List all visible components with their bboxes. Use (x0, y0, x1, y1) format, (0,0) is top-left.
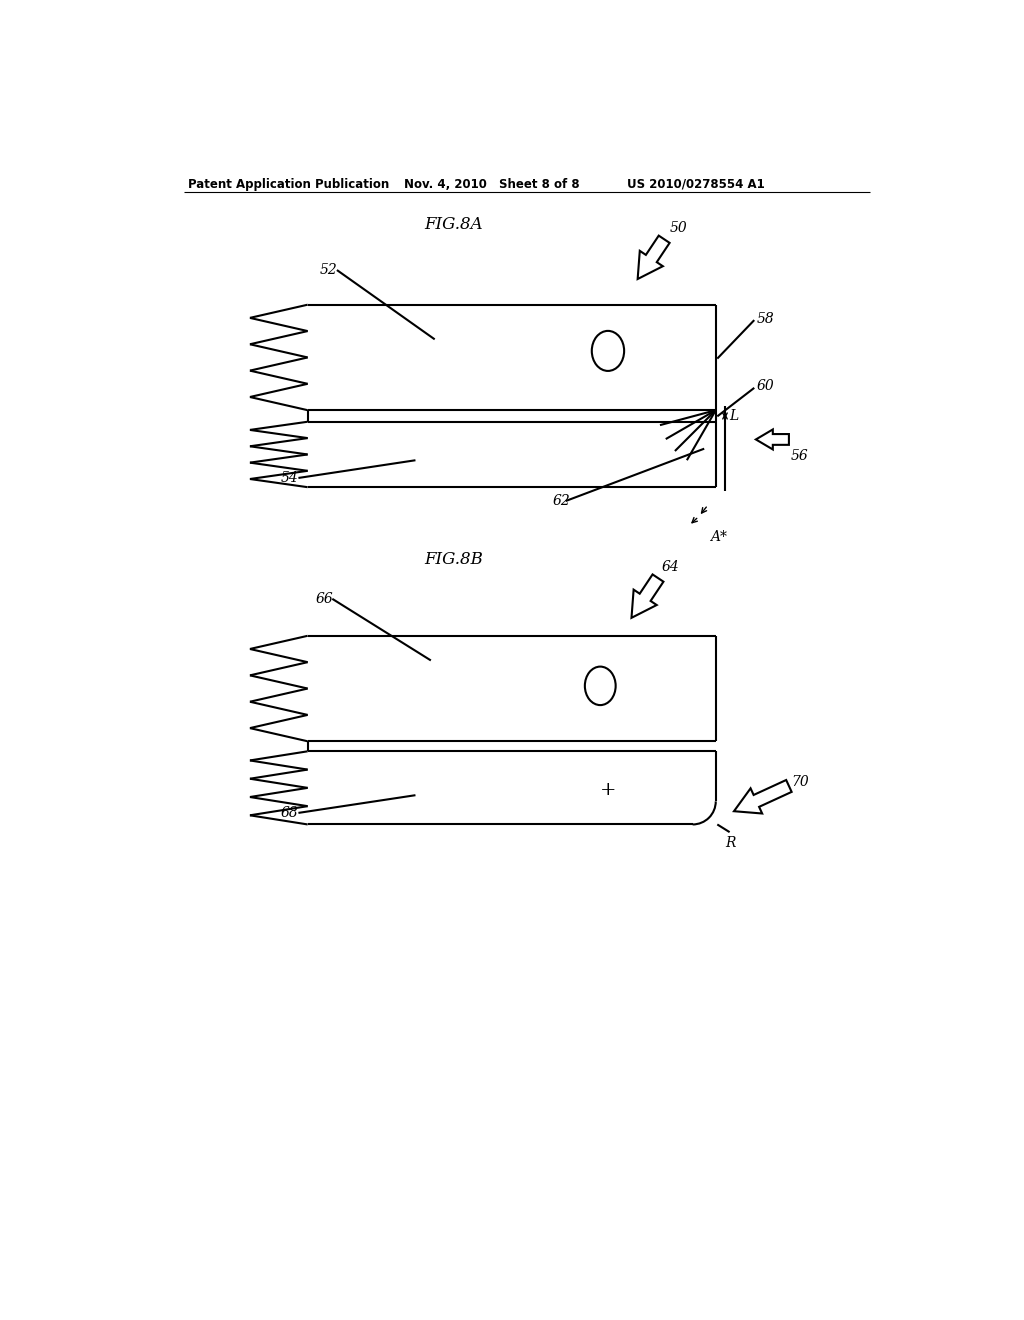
Text: R: R (725, 836, 735, 850)
Text: US 2010/0278554 A1: US 2010/0278554 A1 (628, 178, 765, 190)
Text: 64: 64 (662, 560, 680, 574)
Text: A*: A* (710, 529, 727, 544)
Text: 52: 52 (319, 263, 337, 277)
Text: +: + (600, 781, 616, 799)
FancyArrow shape (632, 574, 664, 618)
Text: Sheet 8 of 8: Sheet 8 of 8 (499, 178, 580, 190)
Text: L: L (729, 409, 738, 424)
Text: 68: 68 (281, 807, 298, 820)
Text: 60: 60 (757, 379, 774, 392)
Text: 70: 70 (792, 775, 809, 789)
FancyArrow shape (638, 235, 670, 279)
Text: 54: 54 (281, 471, 298, 484)
Text: Nov. 4, 2010: Nov. 4, 2010 (403, 178, 486, 190)
Text: Patent Application Publication: Patent Application Publication (188, 178, 389, 190)
Text: 58: 58 (757, 312, 774, 326)
FancyArrow shape (734, 780, 792, 813)
FancyArrow shape (756, 429, 788, 449)
Text: 56: 56 (791, 449, 808, 463)
Text: 50: 50 (670, 222, 687, 235)
Text: 66: 66 (315, 591, 333, 606)
Text: FIG.8A: FIG.8A (425, 216, 483, 234)
Text: FIG.8B: FIG.8B (425, 552, 483, 568)
Text: 62: 62 (553, 494, 570, 508)
